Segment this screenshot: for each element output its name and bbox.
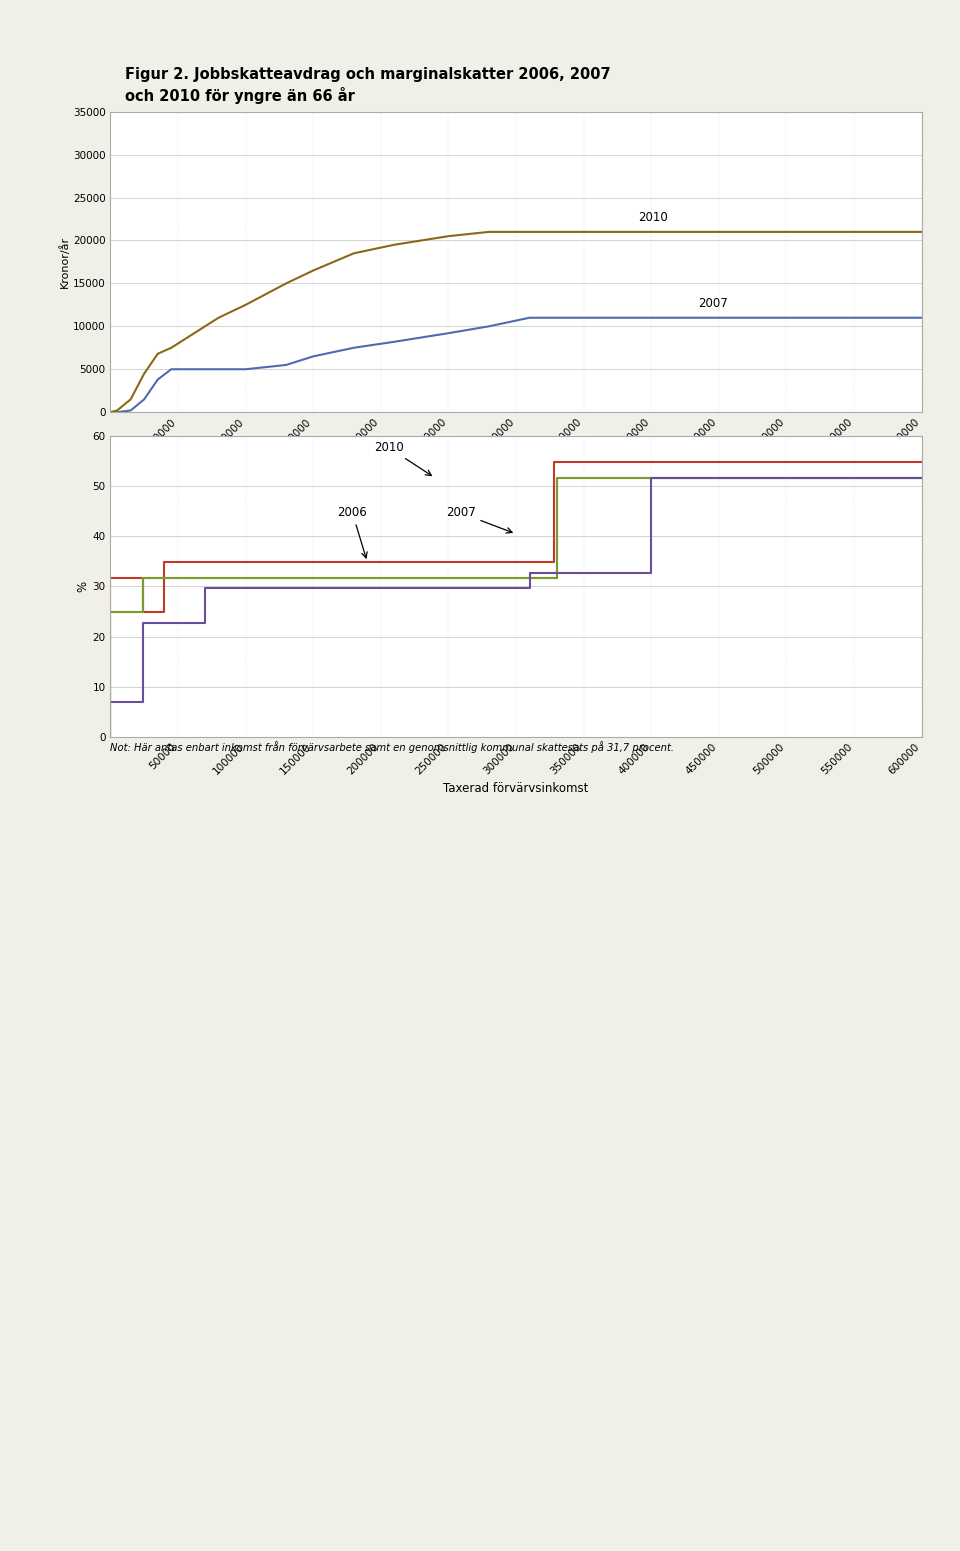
Text: 2010: 2010 (637, 211, 667, 223)
Y-axis label: %: % (77, 582, 89, 592)
Text: 2007: 2007 (445, 506, 512, 534)
Text: 2007: 2007 (699, 298, 729, 310)
Y-axis label: Kronor/år: Kronor/år (60, 236, 70, 288)
X-axis label: Taxerad förvärvsinkomst: Taxerad förvärvsinkomst (444, 458, 588, 470)
Text: 2010: 2010 (374, 440, 431, 476)
Text: och 2010 för yngre än 66 år: och 2010 för yngre än 66 år (125, 87, 354, 104)
Text: Figur 2. Jobbskatteavdrag och marginalskatter 2006, 2007: Figur 2. Jobbskatteavdrag och marginalsk… (125, 67, 611, 82)
Text: Not: Här antas enbart inkomst från förvärvsarbete samt en genomsnittlig kommunal: Not: Här antas enbart inkomst från förvä… (110, 741, 674, 754)
X-axis label: Taxerad förvärvsinkomst: Taxerad förvärvsinkomst (444, 782, 588, 796)
Text: 2006: 2006 (338, 506, 368, 558)
